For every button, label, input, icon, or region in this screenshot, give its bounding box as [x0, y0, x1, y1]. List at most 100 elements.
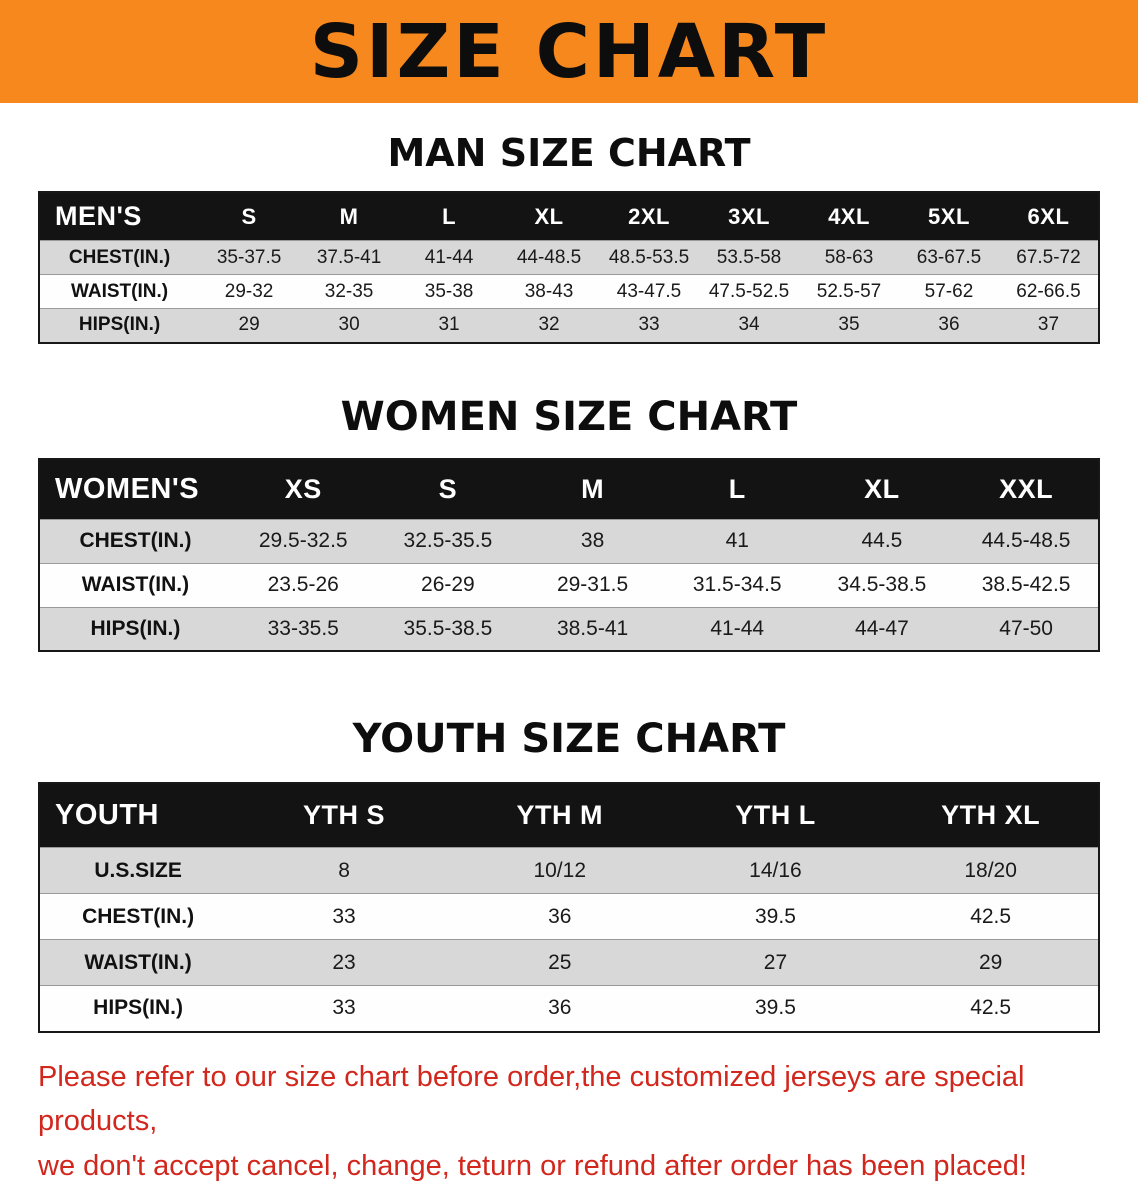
size-value: 29.5-32.5 [231, 519, 376, 563]
size-value: 44-48.5 [499, 241, 599, 275]
size-value: 35-37.5 [199, 241, 299, 275]
size-value: 23 [236, 940, 452, 986]
row-label: WAIST(IN.) [39, 563, 231, 607]
size-value: 34.5-38.5 [810, 563, 955, 607]
row-label: HIPS(IN.) [39, 607, 231, 651]
row-label: WAIST(IN.) [39, 940, 236, 986]
size-value: 47.5-52.5 [699, 275, 799, 309]
size-value: 38.5-42.5 [954, 563, 1099, 607]
size-value: 36 [899, 309, 999, 343]
size-value: 29 [883, 940, 1099, 986]
size-value: 38 [520, 519, 665, 563]
men-section-heading: MAN SIZE CHART [0, 131, 1138, 175]
size-value: 52.5-57 [799, 275, 899, 309]
size-value: 48.5-53.5 [599, 241, 699, 275]
size-value: 31 [399, 309, 499, 343]
size-value: 57-62 [899, 275, 999, 309]
column-header: XS [231, 459, 376, 520]
size-value: 29-32 [199, 275, 299, 309]
table-corner-label: YOUTH [39, 783, 236, 848]
size-value: 63-67.5 [899, 241, 999, 275]
column-header: 3XL [699, 192, 799, 241]
size-value: 25 [452, 940, 668, 986]
column-header: XL [499, 192, 599, 241]
page-title: SIZE CHART [310, 15, 828, 89]
size-value: 23.5-26 [231, 563, 376, 607]
column-header: M [299, 192, 399, 241]
women-section-heading: WOMEN SIZE CHART [0, 394, 1138, 440]
column-header: 2XL [599, 192, 699, 241]
size-value: 33-35.5 [231, 607, 376, 651]
size-value: 8 [236, 848, 452, 894]
table-corner-label: MEN'S [39, 192, 199, 241]
row-label: CHEST(IN.) [39, 519, 231, 563]
size-value: 33 [236, 894, 452, 940]
row-label: U.S.SIZE [39, 848, 236, 894]
row-label: HIPS(IN.) [39, 309, 199, 343]
size-value: 43-47.5 [599, 275, 699, 309]
size-value: 32-35 [299, 275, 399, 309]
column-header: YTH L [668, 783, 884, 848]
banner: SIZE CHART [0, 0, 1138, 103]
size-value: 38-43 [499, 275, 599, 309]
column-header: YTH S [236, 783, 452, 848]
size-value: 36 [452, 894, 668, 940]
size-value: 53.5-58 [699, 241, 799, 275]
size-value: 44-47 [810, 607, 955, 651]
size-value: 29 [199, 309, 299, 343]
row-label: CHEST(IN.) [39, 894, 236, 940]
youth-section-heading: YOUTH SIZE CHART [0, 716, 1138, 762]
size-value: 29-31.5 [520, 563, 665, 607]
size-value: 39.5 [668, 894, 884, 940]
size-value: 33 [599, 309, 699, 343]
size-value: 62-66.5 [999, 275, 1099, 309]
note-line-2: we don't accept cancel, change, teturn o… [38, 1144, 1100, 1189]
note-line-1: Please refer to our size chart before or… [38, 1055, 1100, 1145]
size-value: 42.5 [883, 986, 1099, 1032]
size-value: 41 [665, 519, 810, 563]
column-header: XXL [954, 459, 1099, 520]
row-label: HIPS(IN.) [39, 986, 236, 1032]
size-value: 35.5-38.5 [376, 607, 521, 651]
size-value: 47-50 [954, 607, 1099, 651]
size-value: 39.5 [668, 986, 884, 1032]
size-value: 41-44 [399, 241, 499, 275]
size-value: 34 [699, 309, 799, 343]
size-value: 37 [999, 309, 1099, 343]
column-header: 5XL [899, 192, 999, 241]
column-header: 6XL [999, 192, 1099, 241]
size-value: 58-63 [799, 241, 899, 275]
size-value: 44.5-48.5 [954, 519, 1099, 563]
size-value: 10/12 [452, 848, 668, 894]
size-value: 26-29 [376, 563, 521, 607]
column-header: L [665, 459, 810, 520]
size-value: 37.5-41 [299, 241, 399, 275]
column-header: S [376, 459, 521, 520]
size-value: 44.5 [810, 519, 955, 563]
column-header: YTH XL [883, 783, 1099, 848]
size-value: 27 [668, 940, 884, 986]
row-label: CHEST(IN.) [39, 241, 199, 275]
size-value: 18/20 [883, 848, 1099, 894]
size-value: 41-44 [665, 607, 810, 651]
size-value: 38.5-41 [520, 607, 665, 651]
row-label: WAIST(IN.) [39, 275, 199, 309]
column-header: S [199, 192, 299, 241]
size-value: 32 [499, 309, 599, 343]
size-value: 35-38 [399, 275, 499, 309]
